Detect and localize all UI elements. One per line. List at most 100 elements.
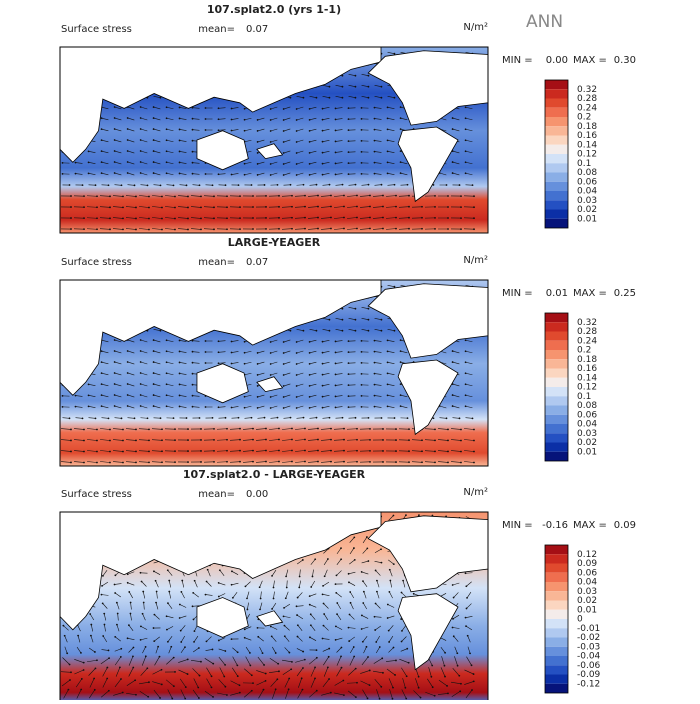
vector-head	[374, 616, 376, 618]
vector-head	[277, 663, 279, 665]
vector-head	[161, 684, 163, 686]
vector-head	[135, 429, 137, 431]
vector-head	[309, 636, 311, 638]
vector-head	[369, 206, 371, 208]
vector-head	[388, 630, 390, 632]
vector-head	[283, 174, 285, 176]
vector-head	[239, 439, 241, 441]
vector-head	[309, 119, 311, 121]
vector-head	[400, 383, 402, 385]
vector-head	[239, 228, 241, 230]
vector-head	[361, 362, 363, 364]
colorbar-label: -0.12	[577, 679, 600, 689]
vector-head	[335, 626, 337, 628]
vector-head	[381, 86, 383, 88]
vector-head	[114, 636, 116, 638]
vector-head	[283, 615, 285, 617]
mean-label: mean=	[198, 257, 235, 268]
vector-head	[270, 407, 272, 409]
vector-head	[452, 161, 454, 163]
colorbar-swatch	[545, 387, 568, 396]
colorbar-swatch	[545, 443, 568, 452]
vector-head	[296, 141, 298, 143]
vector-head	[168, 591, 170, 593]
vector-head	[465, 117, 467, 119]
vector-head	[335, 152, 337, 154]
vector-head	[231, 174, 233, 176]
vector-head	[140, 625, 142, 627]
vector-head	[421, 450, 423, 452]
vector-head	[205, 351, 207, 353]
vector-head	[225, 417, 227, 419]
vector-head	[145, 646, 147, 648]
vector-head	[290, 330, 292, 332]
vector-head	[83, 195, 85, 197]
colorbar-swatch	[545, 313, 568, 322]
vector-head	[317, 461, 319, 463]
vector-head	[192, 373, 194, 375]
vector-head	[309, 407, 311, 409]
vector-head	[460, 195, 462, 197]
vector-head	[317, 428, 319, 430]
vector-head	[154, 614, 156, 616]
vector-head	[322, 396, 324, 398]
vector-head	[153, 640, 155, 642]
vector-head	[460, 440, 462, 442]
vector-head	[101, 161, 103, 163]
vector-head	[361, 173, 363, 175]
units: N/m²	[463, 255, 488, 266]
vector-head	[265, 228, 267, 230]
vector-head	[153, 627, 155, 629]
vector-head	[187, 229, 189, 231]
vector-head	[101, 383, 103, 385]
vector-head	[101, 405, 103, 407]
vector-head	[109, 206, 111, 208]
vector-head	[335, 583, 337, 585]
vector-head	[127, 582, 129, 584]
vector-head	[70, 671, 72, 673]
vector-head	[103, 613, 105, 615]
vector-head	[127, 139, 129, 141]
vector-head	[401, 641, 403, 643]
vector-head	[336, 602, 338, 604]
vector-head	[447, 195, 449, 197]
vector-head	[140, 128, 142, 130]
vector-head	[382, 206, 384, 208]
vector-head	[330, 206, 332, 208]
vector-head	[90, 624, 92, 626]
vector-head	[393, 515, 395, 517]
mean-label: mean=	[198, 24, 235, 35]
vector-head	[114, 128, 116, 130]
vector-head	[200, 217, 202, 219]
vector-head	[473, 228, 475, 230]
vector-head	[322, 108, 324, 110]
vector-head	[205, 594, 207, 596]
vector-head	[382, 461, 384, 463]
colorbar-swatch	[545, 684, 568, 693]
vector-head	[335, 352, 337, 354]
vector-head	[160, 184, 162, 186]
vector-head	[322, 352, 324, 354]
vector-head	[148, 681, 150, 683]
vector-head	[317, 439, 319, 441]
vector-head	[236, 665, 238, 667]
vector-head	[277, 417, 279, 419]
vector-head	[142, 591, 144, 593]
vector-head	[114, 172, 116, 174]
vector-head	[343, 195, 345, 197]
vector-head	[314, 667, 316, 669]
vector-head	[434, 450, 436, 452]
vector-head	[296, 363, 298, 365]
vector-head	[197, 687, 199, 689]
vector-head	[166, 150, 168, 152]
vector-head	[114, 150, 116, 152]
vector-head	[213, 195, 215, 197]
vector-head	[226, 694, 228, 696]
vector-head	[296, 174, 298, 176]
vector-head	[302, 689, 304, 691]
vector-head	[431, 665, 433, 667]
vector-head	[179, 604, 181, 606]
vector-head	[257, 363, 259, 365]
